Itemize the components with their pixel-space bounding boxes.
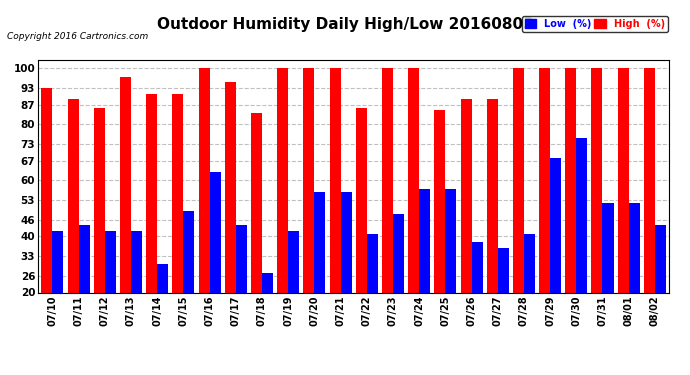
Bar	[199, 68, 210, 292]
Bar	[382, 68, 393, 292]
Bar	[131, 231, 142, 292]
Bar	[602, 203, 613, 292]
Legend: Low  (%), High  (%): Low (%), High (%)	[522, 16, 668, 32]
Bar	[120, 77, 131, 292]
Text: Copyright 2016 Cartronics.com: Copyright 2016 Cartronics.com	[7, 32, 148, 41]
Bar	[52, 231, 63, 292]
Text: Outdoor Humidity Daily High/Low 20160803: Outdoor Humidity Daily High/Low 20160803	[157, 17, 533, 32]
Bar	[184, 211, 195, 292]
Bar	[524, 234, 535, 292]
Bar	[471, 242, 482, 292]
Bar	[539, 68, 550, 292]
Bar	[172, 94, 184, 292]
Bar	[356, 108, 366, 292]
Bar	[576, 138, 587, 292]
Bar	[419, 189, 430, 292]
Bar	[251, 113, 262, 292]
Bar	[445, 189, 456, 292]
Bar	[157, 264, 168, 292]
Bar	[79, 225, 90, 292]
Bar	[629, 203, 640, 292]
Bar	[341, 192, 351, 292]
Bar	[262, 273, 273, 292]
Bar	[565, 68, 576, 292]
Bar	[513, 68, 524, 292]
Bar	[236, 225, 247, 292]
Bar	[68, 99, 79, 292]
Bar	[655, 225, 666, 292]
Bar	[497, 248, 509, 292]
Bar	[105, 231, 116, 292]
Bar	[41, 88, 52, 292]
Bar	[618, 68, 629, 292]
Bar	[644, 68, 655, 292]
Bar	[277, 68, 288, 292]
Bar	[393, 214, 404, 292]
Bar	[304, 68, 315, 292]
Bar	[408, 68, 419, 292]
Bar	[330, 68, 341, 292]
Bar	[366, 234, 377, 292]
Bar	[288, 231, 299, 292]
Bar	[315, 192, 325, 292]
Bar	[210, 172, 221, 292]
Bar	[486, 99, 497, 292]
Bar	[225, 82, 236, 292]
Bar	[460, 99, 471, 292]
Bar	[434, 110, 445, 292]
Bar	[146, 94, 157, 292]
Bar	[94, 108, 105, 292]
Bar	[591, 68, 602, 292]
Bar	[550, 158, 561, 292]
